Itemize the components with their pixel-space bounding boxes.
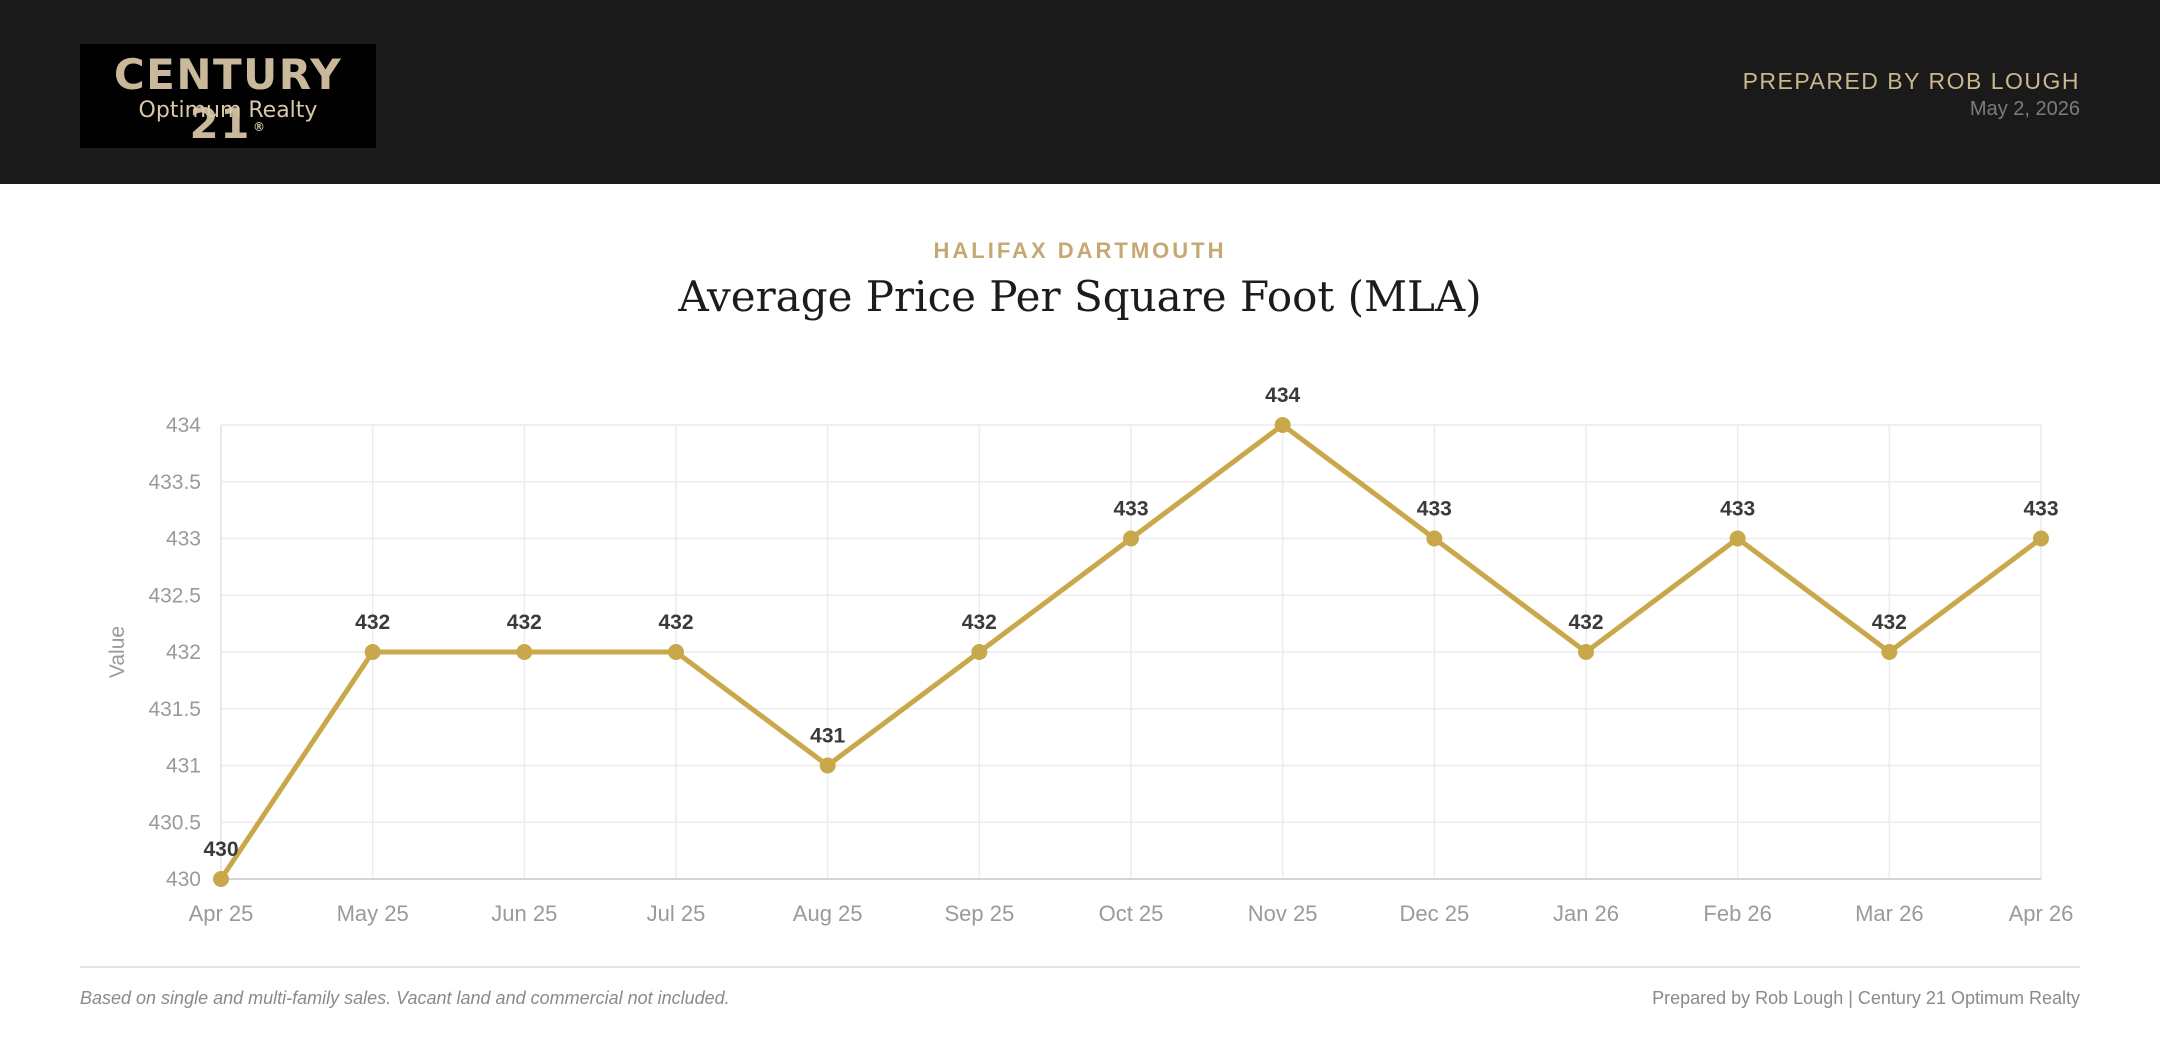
data-label: 434 xyxy=(1265,384,1300,407)
data-point xyxy=(1729,530,1746,547)
report-date: May 2, 2026 xyxy=(1969,98,2080,120)
x-tick-label: Nov 25 xyxy=(1248,901,1318,926)
data-point xyxy=(1881,644,1898,660)
century21-logo: CENTURY 21 ® Optimum Realty xyxy=(80,44,376,148)
footer-credit: Prepared by Rob Lough | Century 21 Optim… xyxy=(1652,988,2080,1008)
data-point xyxy=(1274,417,1291,433)
x-tick-label: Jun 25 xyxy=(491,901,557,926)
data-point xyxy=(1123,530,1139,547)
y-axis-title: Value xyxy=(106,626,129,678)
data-label: 433 xyxy=(1417,498,1452,521)
data-label: 430 xyxy=(203,838,238,861)
x-tick-label: Sep 25 xyxy=(944,901,1014,926)
data-label: 432 xyxy=(1872,611,1907,634)
data-point xyxy=(819,757,836,774)
x-tick-label: Apr 25 xyxy=(189,901,254,926)
data-label: 431 xyxy=(810,725,845,748)
data-point xyxy=(516,644,533,660)
data-label: 432 xyxy=(507,611,542,634)
y-tick-label: 434 xyxy=(166,414,201,437)
data-point xyxy=(213,871,229,887)
logo-subtitle: Optimum Realty xyxy=(138,98,318,123)
prepared-by: PREPARED BY ROB LOUGH xyxy=(1742,68,2080,94)
data-label: 432 xyxy=(1568,611,1603,634)
data-label: 432 xyxy=(355,611,390,634)
y-tick-label: 431.5 xyxy=(148,698,201,721)
data-label: 432 xyxy=(658,611,693,634)
data-label: 433 xyxy=(1113,498,1148,521)
x-tick-label: Aug 25 xyxy=(793,901,863,926)
footer-divider xyxy=(80,966,2080,968)
data-label: 433 xyxy=(2023,498,2058,521)
y-tick-label: 430 xyxy=(166,868,201,891)
report-header: CENTURY 21 ® Optimum Realty PREPARED BY R… xyxy=(0,0,2160,184)
data-label: 432 xyxy=(962,611,997,634)
x-tick-label: Mar 26 xyxy=(1855,901,1923,926)
y-tick-label: 433.5 xyxy=(148,471,201,494)
y-tick-label: 432.5 xyxy=(148,584,201,607)
registered-mark: ® xyxy=(252,119,267,134)
logo-brand-text: CENTURY 21 ® xyxy=(113,50,343,148)
x-tick-label: Jan 26 xyxy=(1553,901,1619,926)
data-point xyxy=(364,644,381,660)
chart-title: Average Price Per Square Foot (MLA) xyxy=(678,272,1482,321)
x-tick-label: May 25 xyxy=(337,901,409,926)
footnote: Based on single and multi-family sales. … xyxy=(80,988,730,1008)
data-point xyxy=(1578,644,1594,660)
data-point xyxy=(2033,530,2049,547)
x-tick-label: Oct 25 xyxy=(1099,901,1164,926)
data-point xyxy=(971,644,988,660)
x-tick-label: Dec 25 xyxy=(1399,901,1469,926)
x-tick-label: Apr 26 xyxy=(2009,901,2074,926)
x-tick-label: Feb 26 xyxy=(1703,901,1772,926)
y-tick-label: 432 xyxy=(166,641,201,664)
data-point xyxy=(1426,530,1443,547)
x-tick-label: Jul 25 xyxy=(647,901,706,926)
y-tick-label: 433 xyxy=(166,528,201,551)
y-tick-label: 430.5 xyxy=(148,811,201,834)
data-point xyxy=(668,644,684,660)
region-label: HALIFAX DARTMOUTH xyxy=(933,238,1227,263)
data-label: 433 xyxy=(1720,498,1755,521)
y-tick-label: 431 xyxy=(166,755,201,778)
